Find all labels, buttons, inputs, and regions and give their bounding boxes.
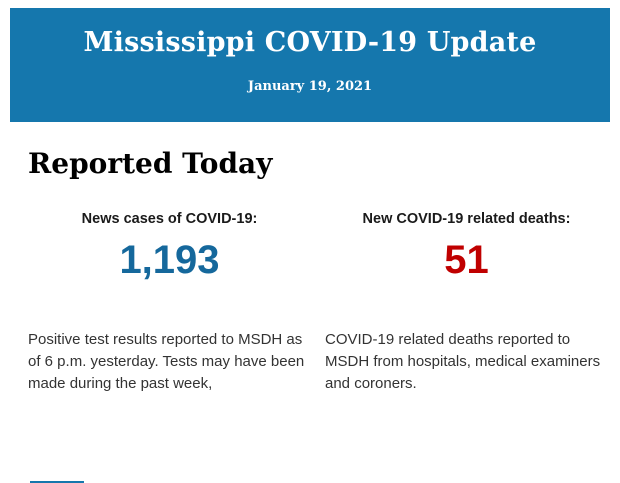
new-cases-label: News cases of COVID-19: <box>81 210 258 227</box>
new-deaths-value: 51 <box>444 237 489 282</box>
stats-row: News cases of COVID-19: 1,193 Positive t… <box>0 211 620 395</box>
newsletter-title: Mississippi COVID-19 Update <box>83 27 537 58</box>
newsletter-date: January 19, 2021 <box>247 79 373 94</box>
new-deaths-label: New COVID-19 related deaths: <box>362 210 571 227</box>
new-deaths-description: COVID-19 related deaths reported to MSDH… <box>325 330 601 392</box>
next-section-partial-block <box>30 481 84 483</box>
newsletter-header: Mississippi COVID-19 Update January 19, … <box>10 8 610 122</box>
section-title: Reported Today <box>28 147 273 180</box>
new-cases-value: 1,193 <box>119 237 220 282</box>
stat-card-new-cases: News cases of COVID-19: 1,193 Positive t… <box>28 211 311 395</box>
stat-card-new-deaths: New COVID-19 related deaths: 51 COVID-19… <box>325 211 608 395</box>
new-cases-description: Positive test results reported to MSDH a… <box>28 330 305 392</box>
